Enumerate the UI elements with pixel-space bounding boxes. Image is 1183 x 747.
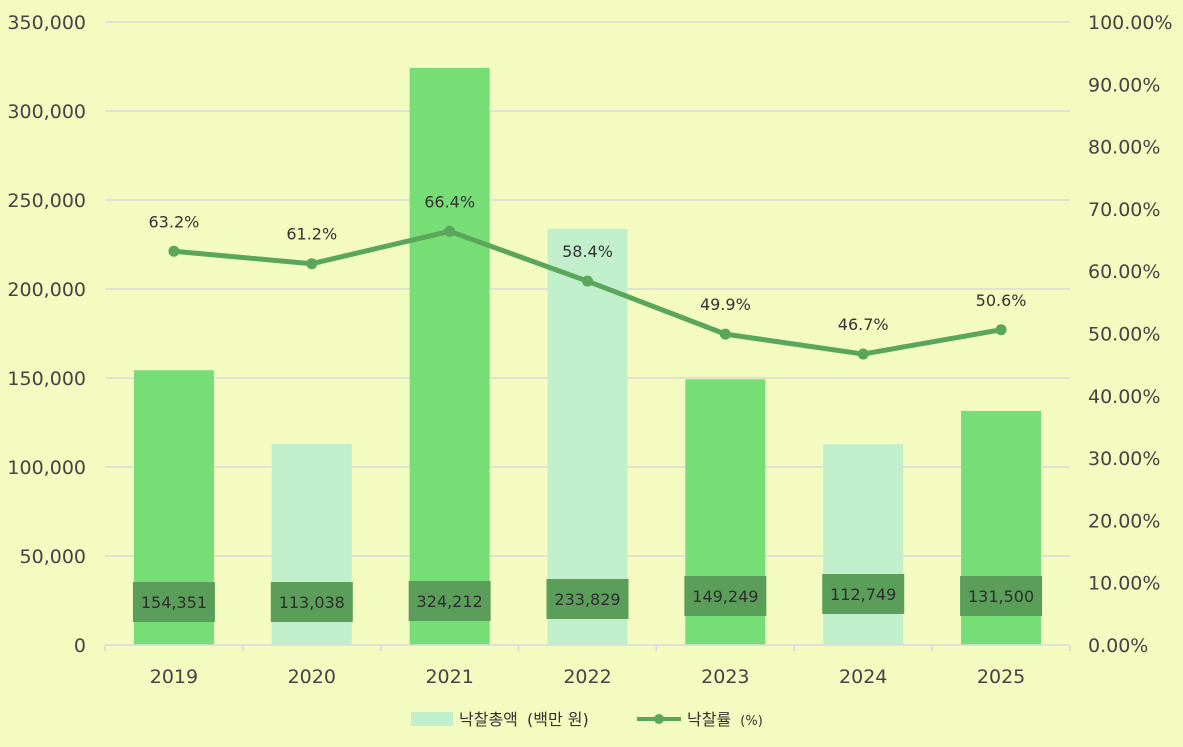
line-point [168, 245, 180, 257]
line-point [306, 258, 318, 270]
y-right-tick-label: 30.00% [1088, 448, 1160, 470]
line-point [719, 328, 731, 340]
y-left-tick-label: 350,000 [7, 12, 86, 34]
legend-label-bar: 낙찰총액 (백만 원) [459, 710, 589, 729]
bar-value-label: 131,500 [968, 587, 1034, 606]
legend-label-line-main: 낙찰률 [687, 710, 731, 729]
line-point [444, 225, 456, 237]
legend: 낙찰총액 (백만 원) 낙찰률 (%) [411, 710, 763, 729]
bar-value-label: 149,249 [692, 587, 758, 606]
line-value-label: 49.9% [700, 295, 751, 314]
line-value-label: 63.2% [149, 212, 200, 231]
bar-series [133, 67, 1042, 646]
y-right-tick-label: 20.00% [1088, 510, 1160, 532]
bar-value-label: 324,212 [417, 592, 483, 611]
legend-label-bar-unit: (백만 원) [527, 710, 589, 729]
line-value-label: 66.4% [424, 192, 475, 211]
y-right-tick-label: 10.00% [1088, 573, 1160, 595]
bar-value-label: 113,038 [279, 593, 345, 612]
bar [409, 67, 490, 645]
x-tick-label: 2023 [701, 666, 749, 688]
legend-label-line: 낙찰률 (%) [687, 710, 763, 729]
y-right-tick-label: 60.00% [1088, 261, 1160, 283]
x-tick-label: 2019 [150, 666, 198, 688]
bar-value-label-box [546, 579, 629, 619]
line-value-label: 46.7% [838, 315, 889, 334]
x-tick-label: 2024 [839, 666, 887, 688]
bar-value-label: 154,351 [141, 593, 207, 612]
bar-value-label: 233,829 [554, 590, 620, 609]
line-value-label: 61.2% [286, 225, 337, 244]
x-axis-ticks: 2019 2020 2021 2022 2023 2024 2025 [150, 666, 1026, 688]
bar-value-label: 112,749 [830, 585, 896, 604]
bar-value-label-box [822, 574, 905, 614]
line-value-label: 58.4% [562, 242, 613, 261]
legend-swatch-bar [411, 712, 453, 726]
x-tick-label: 2022 [563, 666, 611, 688]
bar-value-label-box [132, 582, 215, 622]
bar-value-label-box [270, 582, 353, 622]
x-axis [104, 644, 1071, 651]
line-point [582, 275, 593, 287]
y-right-tick-label: 50.00% [1088, 324, 1160, 346]
y-left-tick-label: 100,000 [7, 457, 86, 479]
x-tick-label: 2021 [425, 666, 473, 688]
y-right-tick-label: 80.00% [1088, 137, 1160, 159]
legend-swatch-line-marker [654, 714, 664, 724]
bar-value-labels: 154,351 113,038 324,212 233,829 149,249 112,7… [132, 574, 1043, 622]
legend-label-line-unit: (%) [740, 714, 763, 729]
y-axis-left: 0 50,000 100,000 150,000 200,000 250,000 300,0… [7, 12, 86, 657]
y-right-tick-label: 70.00% [1088, 199, 1160, 221]
bar [547, 228, 628, 646]
x-tick-label: 2025 [977, 666, 1025, 688]
x-tick-label: 2020 [288, 666, 336, 688]
y-axis-right: 0.00% 10.00% 20.00% 30.00% 40.00% 50.00% 60.00… [1088, 12, 1173, 657]
y-right-tick-label: 90.00% [1088, 74, 1160, 96]
y-left-tick-label: 50,000 [20, 546, 86, 568]
legend-label-bar-main: 낙찰총액 [459, 710, 518, 729]
bar-value-label-box [408, 581, 491, 621]
y-left-tick-label: 0 [74, 635, 86, 657]
y-right-tick-label: 100.00% [1088, 12, 1173, 34]
line-series: 63.2% 61.2% 66.4% 58.4% 49.9% 46.7% 50.6% [149, 192, 1027, 360]
line-point [857, 348, 869, 360]
y-left-tick-label: 200,000 [7, 279, 86, 301]
bar-value-label-box [960, 576, 1043, 616]
y-right-tick-label: 40.00% [1088, 386, 1160, 408]
y-left-tick-label: 150,000 [7, 368, 86, 390]
y-left-tick-label: 250,000 [7, 190, 86, 212]
bar [823, 444, 904, 645]
line-value-label: 50.6% [976, 291, 1027, 310]
y-left-tick-label: 300,000 [7, 101, 86, 123]
line-point [995, 324, 1007, 336]
y-right-tick-label: 0.00% [1088, 635, 1148, 657]
bar-value-label-box [684, 576, 767, 616]
